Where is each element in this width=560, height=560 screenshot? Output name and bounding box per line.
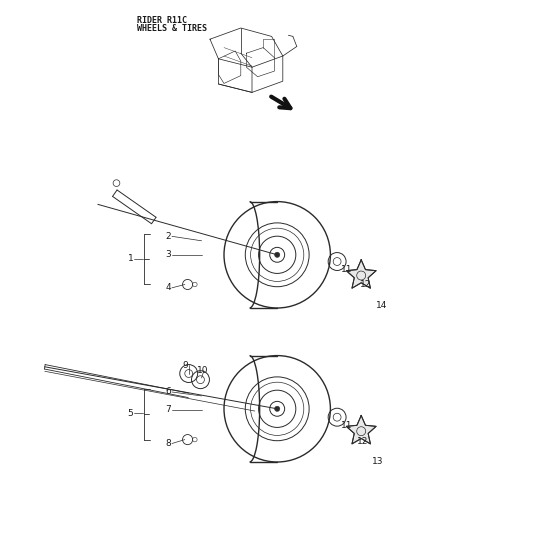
- Text: 4: 4: [165, 283, 171, 292]
- Text: RIDER R11C: RIDER R11C: [137, 16, 187, 25]
- Circle shape: [274, 406, 280, 412]
- Polygon shape: [346, 416, 376, 444]
- Text: 7: 7: [165, 405, 171, 414]
- Text: 2: 2: [165, 232, 171, 241]
- Text: 6: 6: [165, 388, 171, 396]
- Polygon shape: [346, 260, 376, 288]
- Text: 14: 14: [376, 301, 388, 310]
- Text: WHEELS & TIRES: WHEELS & TIRES: [137, 24, 207, 33]
- Text: 5: 5: [128, 409, 133, 418]
- Text: 3: 3: [165, 250, 171, 259]
- Text: 12: 12: [360, 280, 371, 289]
- Text: 11: 11: [340, 265, 352, 274]
- Circle shape: [274, 252, 280, 258]
- Text: 13: 13: [372, 458, 384, 466]
- Text: 8: 8: [165, 439, 171, 448]
- Text: 10: 10: [197, 366, 209, 375]
- Text: 9: 9: [182, 361, 188, 370]
- Text: 1: 1: [128, 254, 133, 263]
- Text: 11: 11: [340, 421, 352, 430]
- Text: 12: 12: [357, 437, 368, 446]
